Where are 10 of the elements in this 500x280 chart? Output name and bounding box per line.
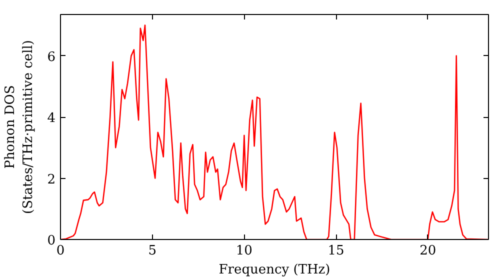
x-tick-label: 15	[328, 244, 344, 258]
x-tick-label: 5	[148, 244, 156, 258]
y-tick-label: 6	[47, 50, 56, 65]
y-tick-label: 4	[47, 111, 56, 126]
x-axis-title: Frequency (THz)	[218, 262, 330, 278]
x-tick-label: 20	[420, 244, 436, 258]
x-tick-label: 10	[236, 244, 252, 258]
y-axis-title: Phonon DOS (States/THz·primitive cell)	[3, 40, 36, 214]
y-tick-label: 0	[47, 234, 56, 248]
y-tick-label: 2	[47, 172, 56, 188]
